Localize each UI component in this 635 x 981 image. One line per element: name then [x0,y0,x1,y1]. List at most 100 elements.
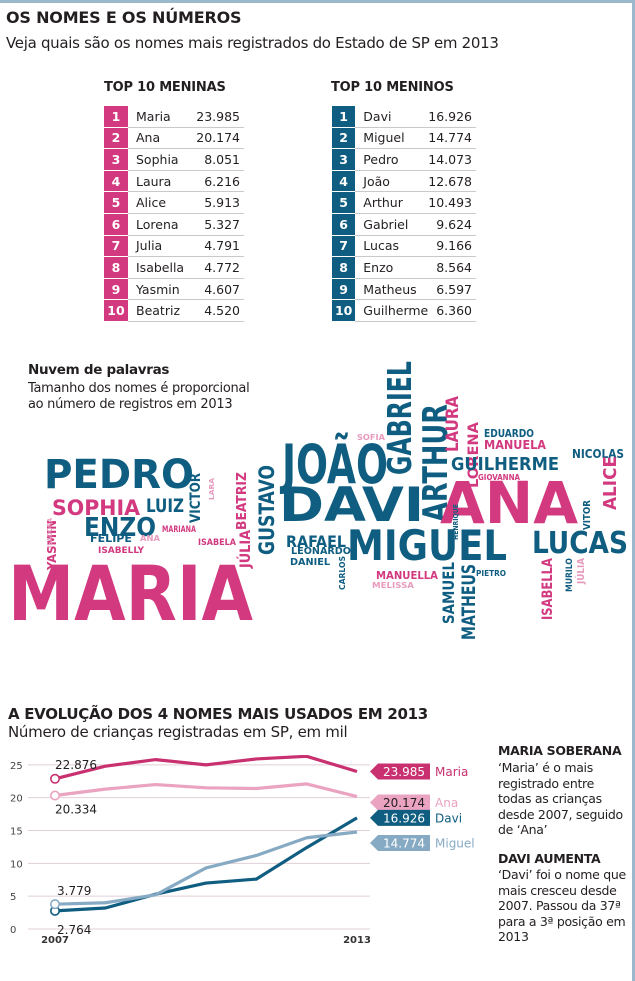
end-value-tag [370,834,430,851]
end-value-label: 14.774 [383,836,425,850]
boys-row-value: 14.073 [428,148,476,171]
cloud-word: JÚLIA [574,558,587,585]
boys-row-value: 6.360 [428,299,476,322]
boys-row-value: 9.624 [428,213,476,236]
boys-ranking-table: 1 Davi 16.926 2 Miguel 14.774 3 Pedro 14.073 4 Joã… [332,106,476,322]
boys-table-row: 1 Davi 16.926 [332,106,476,128]
cloud-word: MURILO [565,558,575,592]
girls-table-row: 10 Beatriz 4.520 [104,299,244,322]
series-name-label: Ana [435,796,458,810]
boys-row-rank: 1 [332,106,356,128]
girls-row-value: 4.520 [190,299,244,322]
note-body-davi: ‘Davi’ foi o nome que mais cresceu desde… [498,867,626,944]
girls-ranking-table: 1 Maria 23.985 2 Ana 20.174 3 Sophia 8.051 4 Laura… [104,106,244,322]
cloud-word: ISABELLA [540,558,556,620]
boys-row-rank: 4 [332,170,356,193]
cloud-word: LEONARDO [291,546,351,557]
boys-table-row: 7 Lucas 9.166 [332,235,476,258]
boys-row-name: Miguel [355,127,429,150]
girls-row-name: Maria [128,106,191,128]
boys-row-rank: 7 [332,235,356,258]
girls-row-name: Lorena [128,213,191,236]
boys-row-name: Davi [355,106,429,128]
page-subtitle: Veja quais são os nomes mais registrados… [6,34,499,52]
girls-row-rank: 8 [104,256,128,279]
boys-table-row: 9 Matheus 6.597 [332,278,476,301]
series-name-label: Maria [435,765,468,779]
start-value-label: 2.764 [57,923,91,937]
girls-row-name: Beatriz [128,299,191,322]
girls-table-row: 1 Maria 23.985 [104,106,244,128]
evolution-subtitle: Número de crianças registradas em SP, em… [8,723,348,741]
boys-row-value: 6.597 [428,278,476,301]
word-cloud-subtitle: Tamanho dos nomes é proporcional ao núme… [28,381,250,412]
cloud-word: ARTHUR [416,404,456,522]
end-value-tag [370,809,430,826]
cloud-word: GIOVANNA [478,473,520,482]
y-tick-label: 25 [10,761,23,772]
girls-row-value: 8.051 [190,148,244,171]
boys-table-row: 8 Enzo 8.564 [332,256,476,279]
boys-row-name: Lucas [355,235,429,258]
boys-row-rank: 9 [332,278,356,301]
girls-row-rank: 9 [104,278,128,301]
end-value-tag [370,794,430,811]
cloud-word: MANUELA [484,438,547,452]
cloud-word: MELISSA [372,581,415,590]
cloud-word: ANA [440,469,579,537]
girls-row-rank: 3 [104,148,128,171]
girls-row-name: Isabella [128,256,191,279]
cloud-word: PIETRO [476,569,506,578]
start-marker [49,790,60,801]
boys-row-value: 9.166 [428,235,476,258]
start-marker [49,899,60,910]
cloud-word: ALICE [600,456,621,510]
boys-row-value: 8.564 [428,256,476,279]
cloud-word: BEATRIZ [235,472,250,530]
boys-table-row: 3 Pedro 14.073 [332,148,476,171]
cloud-word: SOFIA [357,433,385,442]
boys-row-name: Enzo [355,256,429,279]
girls-table-row: 9 Yasmin 4.607 [104,278,244,301]
cloud-word: MARIANA [162,525,197,535]
girls-table-row: 7 Julia 4.791 [104,235,244,258]
girls-row-name: Julia [128,235,191,258]
girls-row-value: 5.327 [190,213,244,236]
cloud-word: ISABELA [198,538,237,548]
series-line-ana [54,782,358,799]
girls-row-name: Sophia [128,148,191,171]
cloud-word: LUIZ [146,495,184,517]
girls-row-rank: 1 [104,106,128,128]
boys-table-row: 5 Arthur 10.493 [332,191,476,214]
cloud-word: RAFAEL [286,532,346,551]
note-heading-davi: DAVI AUMENTA [498,851,601,866]
boys-row-name: Gabriel [355,213,429,236]
cloud-word: DAVI [279,478,424,533]
boys-row-value: 12.678 [428,170,476,193]
boys-table-row: 10 Guilherme 6.360 [332,299,476,322]
cloud-word: ANA [140,534,160,543]
girls-row-name: Yasmin [128,278,191,301]
boys-row-name: Arthur [355,191,429,214]
girls-row-value: 4.791 [190,235,244,258]
y-tick-label: 20 [10,794,23,805]
boys-row-rank: 8 [332,256,356,279]
girls-row-value: 4.772 [190,256,244,279]
cloud-word: DANIEL [290,557,330,568]
girls-row-rank: 6 [104,213,128,236]
cloud-word: GUILHERME [451,454,559,475]
series-name-label: Davi [435,811,462,825]
cloud-word: SAMUEL [439,562,458,624]
boys-row-name: Pedro [355,148,429,171]
girls-row-value: 20.174 [190,127,244,150]
end-value-label: 16.926 [383,811,425,825]
cloud-word: MIGUEL [347,521,507,570]
x-tick-label: 2007 [41,935,69,946]
cloud-word: FELIPE [90,532,132,545]
boys-row-rank: 10 [332,299,356,322]
girls-row-rank: 2 [104,127,128,150]
girls-row-value: 5.913 [190,191,244,214]
girls-row-value: 23.985 [190,106,244,128]
y-tick-label: 5 [10,892,16,903]
cloud-word: PEDRO [44,452,194,498]
